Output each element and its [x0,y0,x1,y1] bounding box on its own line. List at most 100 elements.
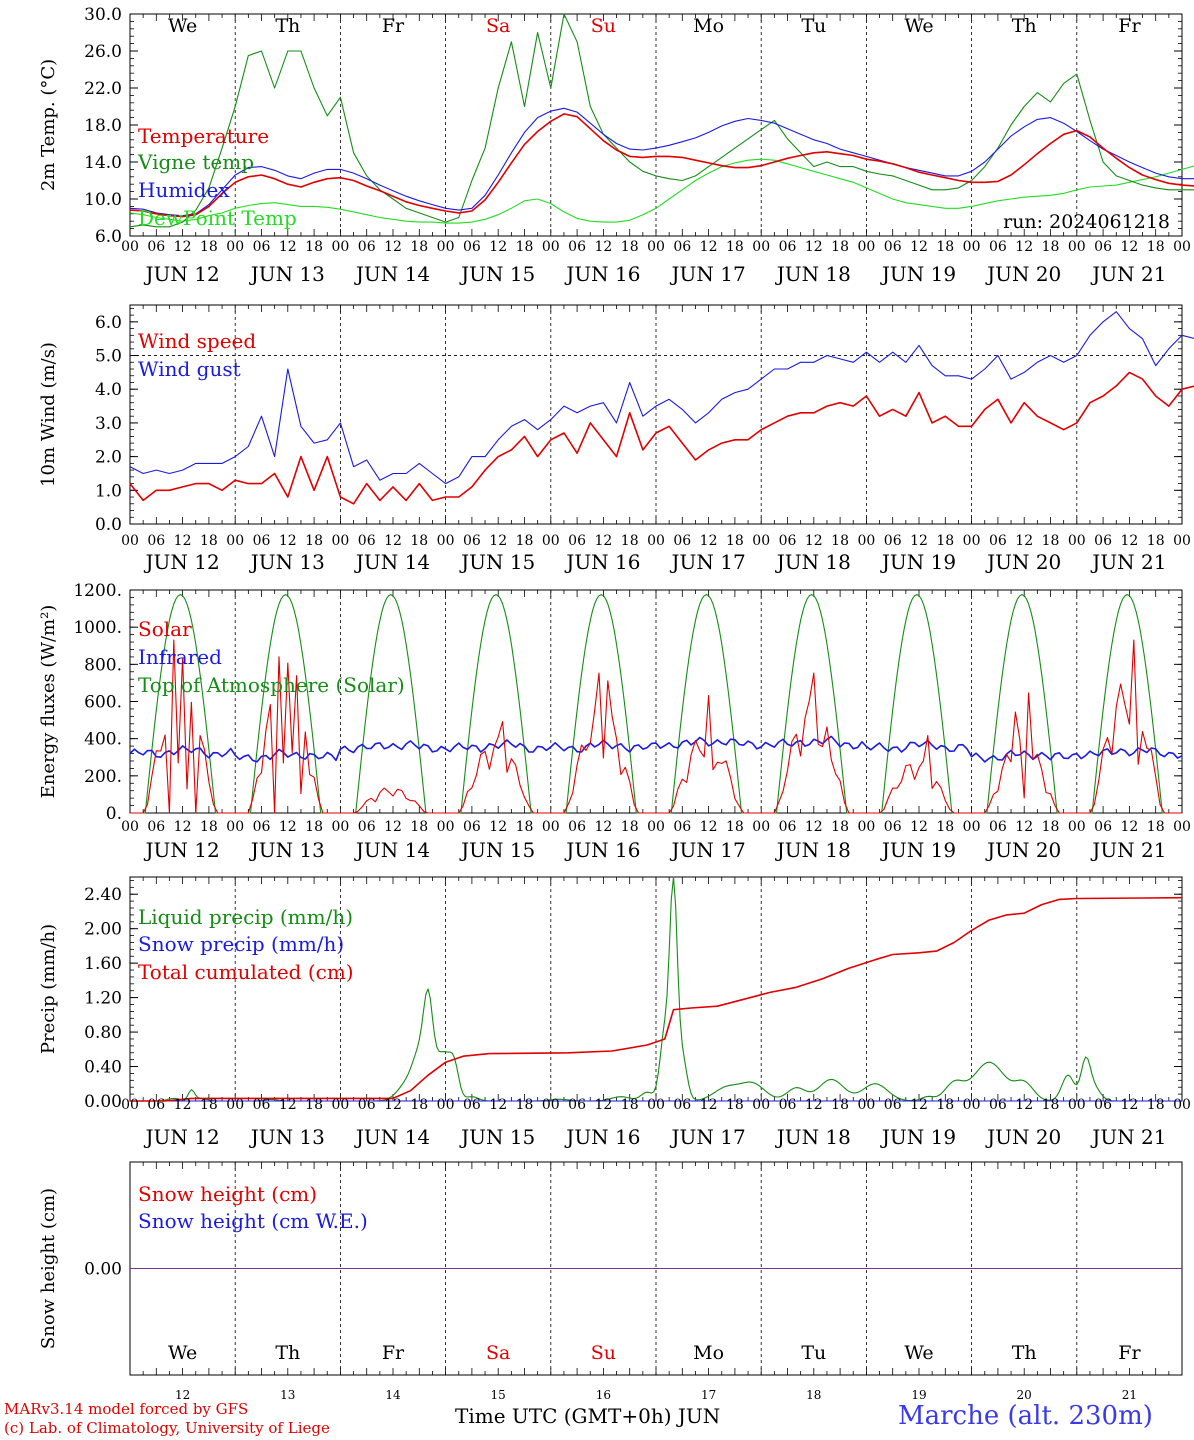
y-tick-label: 1.0 [95,481,122,501]
y-tick-label: 2.00 [84,920,122,940]
x-tick-label: 18 [516,533,534,549]
x-tick-label: 00 [331,239,349,255]
series-line-1 [129,311,1194,485]
x-tick-label: 18 [621,1097,639,1113]
x-tick-label: 12 [700,239,718,255]
x-date-label: JUN 12 [144,262,220,286]
legend-entry: Infrared [138,645,222,669]
x-tick-label: 06 [463,533,481,549]
x-tick-label: 18 [1147,819,1165,835]
legend-entry: Liquid precip (mm/h) [138,905,353,929]
x-tick-label: 12 [384,533,402,549]
x-tick-label: 18 [200,239,218,255]
x-tick-label: 18 [410,533,428,549]
x-tick-label: 12 [1015,239,1033,255]
x-tick-label: 18 [1042,239,1060,255]
x-tick-label: 06 [253,239,271,255]
x-tick-label: 12 [1120,533,1138,549]
day-of-week-label: Th [275,1342,300,1364]
x-tick-label: 12 [174,533,192,549]
series-line-2 [129,107,1194,217]
x-tick-label: 00 [121,533,139,549]
day-of-week-label: Th [1012,15,1037,37]
y-tick-label: 0.00 [84,1260,122,1280]
day-number-label: 16 [596,1388,611,1402]
x-tick-label: 12 [174,819,192,835]
x-date-label: JUN 21 [1090,838,1166,862]
x-tick-label: 00 [1173,1097,1191,1113]
y-tick-label: 400. [84,730,122,750]
x-tick-label: 06 [358,239,376,255]
x-tick-label: 06 [463,819,481,835]
day-of-week-label: We [904,1342,933,1364]
x-tick-label: 18 [516,819,534,835]
x-tick-label: 12 [279,1097,297,1113]
x-tick-label: 06 [989,1097,1007,1113]
day-number-label: 13 [280,1388,295,1402]
x-tick-label: 06 [253,819,271,835]
x-tick-label: 06 [147,1097,165,1113]
x-tick-label: 12 [384,1097,402,1113]
x-date-label: JUN 17 [670,838,746,862]
x-date-label: JUN 17 [670,550,746,574]
x-tick-label: 12 [489,1097,507,1113]
x-date-label: JUN 20 [985,1125,1061,1149]
legend-entry: Humidex [138,178,230,202]
y-tick-label: 18.0 [84,116,122,136]
x-tick-label: 06 [989,819,1007,835]
x-tick-label: 12 [805,1097,823,1113]
x-tick-label: 18 [726,1097,744,1113]
x-tick-label: 00 [647,819,665,835]
legend-entry: Snow height (cm) [138,1182,317,1206]
x-tick-label: 06 [1094,533,1112,549]
x-tick-label: 18 [726,819,744,835]
x-date-label: JUN 16 [564,1125,640,1149]
x-tick-label: 06 [358,1097,376,1113]
day-of-week-label: Mo [693,15,724,37]
x-tick-label: 06 [673,819,691,835]
x-date-label: JUN 20 [985,550,1061,574]
x-tick-label: 12 [1120,239,1138,255]
x-tick-label: 12 [805,239,823,255]
x-tick-label: 18 [1147,239,1165,255]
y-tick-label: 600. [84,693,122,713]
x-tick-label: 18 [936,239,954,255]
x-tick-label: 00 [437,819,455,835]
y-tick-label: 1.60 [84,954,122,974]
x-tick-label: 00 [1068,239,1086,255]
x-tick-label: 18 [410,819,428,835]
x-date-label: JUN 13 [249,550,325,574]
y-axis-label: Energy fluxes (W/m²) [38,605,59,799]
x-tick-label: 00 [1173,239,1191,255]
x-tick-label: 06 [568,533,586,549]
x-tick-label: 18 [516,1097,534,1113]
x-tick-label: 18 [726,533,744,549]
day-of-week-label: Th [275,15,300,37]
x-tick-label: 00 [121,1097,139,1113]
x-date-label: JUN 14 [354,1125,430,1149]
x-date-label: JUN 13 [249,838,325,862]
day-of-week-label: Fr [1118,15,1141,37]
x-date-label: JUN 21 [1090,1125,1166,1149]
day-of-week-label: Sa [486,1342,510,1364]
legend-entry: Wind speed [138,329,256,353]
day-number-label: 15 [491,1388,506,1402]
y-tick-label: 3.0 [95,414,122,434]
x-tick-label: 00 [121,819,139,835]
x-tick-label: 12 [700,819,718,835]
x-tick-label: 00 [963,533,981,549]
x-tick-label: 12 [489,239,507,255]
x-tick-label: 18 [726,239,744,255]
x-tick-label: 00 [331,819,349,835]
x-tick-label: 00 [542,239,560,255]
y-tick-label: 0.0 [95,515,122,535]
x-tick-label: 12 [1015,819,1033,835]
x-tick-label: 00 [226,533,244,549]
x-tick-label: 00 [752,819,770,835]
y-tick-label: 0.40 [84,1058,122,1078]
day-of-week-label: Sa [486,15,510,37]
day-of-week-label: Fr [382,1342,405,1364]
x-tick-label: 06 [358,533,376,549]
x-date-label: JUN 19 [880,1125,956,1149]
x-tick-label: 12 [489,819,507,835]
